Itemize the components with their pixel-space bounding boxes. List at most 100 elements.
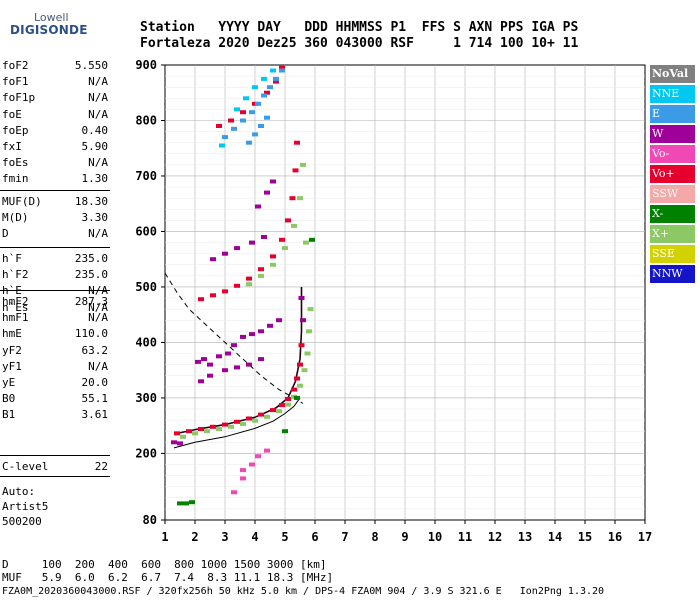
echo-mark — [282, 246, 288, 251]
separator-line — [0, 290, 110, 291]
separator-line — [0, 476, 110, 477]
x-tick-label: 3 — [221, 530, 228, 544]
echo-mark — [291, 223, 297, 228]
y-tick-label: 400 — [135, 335, 157, 349]
echo-mark — [285, 218, 291, 223]
param-value: 5.90 — [81, 140, 109, 153]
echo-mark — [264, 90, 270, 95]
autoscale-artist: Artist5 — [2, 500, 49, 513]
param-value: N/A — [88, 107, 108, 121]
echo-mark — [216, 124, 222, 128]
echo-mark — [255, 101, 261, 106]
param-row: yE 20.0 — [2, 375, 108, 391]
param-name: fxI — [2, 140, 22, 153]
param-name: C-level — [2, 460, 49, 473]
echo-mark — [276, 409, 282, 414]
x-tick-label: 7 — [341, 530, 348, 544]
echo-mark — [294, 140, 300, 145]
param-row: foEp 0.40 — [2, 123, 108, 139]
logo-digisonde: DIGISONDE — [10, 23, 88, 37]
param-name: hmF1 — [2, 311, 29, 325]
echo-mark — [264, 448, 270, 453]
legend-item: W — [650, 125, 695, 143]
param-name: foF1p — [2, 91, 36, 105]
echo-mark — [273, 79, 279, 84]
header-values: Fortaleza 2020 Dez25 360 043000 RSF 1 71… — [140, 36, 579, 51]
param-name: yF1 — [2, 359, 22, 373]
echo-mark — [270, 262, 276, 267]
param-row: M(D) 3.30 — [2, 210, 108, 226]
echo-mark — [246, 416, 252, 421]
param-name: foEs — [2, 156, 29, 170]
x-tick-label: 2 — [191, 530, 198, 544]
param-name: B1 — [2, 408, 16, 422]
y-tick-label: 900 — [135, 58, 157, 72]
legend-item: NNE — [650, 85, 695, 103]
echo-mark — [255, 454, 261, 459]
echo-mark — [246, 282, 252, 287]
echo-mark — [276, 318, 282, 323]
echo-mark — [231, 343, 237, 348]
echo-mark — [264, 190, 270, 195]
param-row: yF1 N/A — [2, 359, 108, 375]
x-tick-label: 13 — [518, 530, 532, 544]
profile-curve — [164, 272, 304, 404]
echo-mark — [174, 431, 180, 436]
param-row: B1 3.61 — [2, 407, 108, 423]
echo-mark — [307, 307, 314, 312]
echo-mark — [189, 500, 195, 505]
echo-mark — [201, 357, 207, 362]
echo-mark — [285, 397, 291, 401]
echo-mark — [309, 237, 315, 242]
x-tick-label: 10 — [428, 530, 442, 544]
param-value: N/A — [88, 300, 108, 314]
echo-mark — [192, 431, 198, 436]
echo-mark — [246, 362, 252, 367]
param-name: foE — [2, 107, 22, 121]
x-tick-label: 8 — [371, 530, 378, 544]
y-tick-label: 600 — [135, 224, 157, 238]
x-tick-label: 12 — [488, 530, 502, 544]
param-value: 3.61 — [81, 408, 109, 422]
echo-mark — [285, 402, 291, 407]
echo-mark — [171, 440, 177, 445]
param-row: h`F 235.0 — [2, 251, 108, 267]
param-value: 235.0 — [74, 268, 108, 282]
echo-mark — [195, 359, 201, 364]
echo-mark — [258, 124, 264, 128]
echo-mark — [264, 115, 270, 120]
x-tick-label: 15 — [578, 530, 592, 544]
param-name: foF1 — [2, 75, 29, 89]
echo-mark — [298, 296, 305, 300]
x-tick-label: 4 — [251, 530, 258, 544]
echo-mark — [303, 240, 309, 245]
echo-mark — [279, 237, 285, 242]
echo-mark — [249, 462, 255, 467]
echo-mark — [204, 429, 210, 434]
profile-curve — [173, 397, 301, 449]
echo-mark — [304, 351, 311, 356]
logo-lowell: Lowell — [34, 11, 69, 24]
x-tick-label: 14 — [548, 530, 562, 544]
echo-mark — [261, 235, 267, 239]
param-row: yF2 63.2 — [2, 343, 108, 359]
param-name: foF2 — [2, 59, 29, 72]
param-name: fmin — [2, 172, 29, 186]
echo-mark — [306, 329, 312, 334]
echo-mark — [186, 429, 192, 434]
echo-mark — [261, 76, 267, 81]
echo-mark — [183, 501, 189, 506]
x-tick-label: 17 — [638, 530, 652, 544]
y-tick-label: 500 — [135, 280, 157, 294]
echo-mark — [207, 373, 213, 378]
echo-mark — [222, 251, 228, 256]
echo-mark — [240, 334, 246, 339]
param-value: 0.40 — [81, 123, 109, 137]
separator-line — [0, 247, 110, 248]
echo-mark — [216, 427, 222, 431]
param-value: 110.0 — [74, 327, 108, 341]
param-row: foF2 5.550 — [2, 58, 108, 74]
param-value: 55.1 — [81, 392, 109, 406]
echo-mark — [282, 429, 288, 434]
